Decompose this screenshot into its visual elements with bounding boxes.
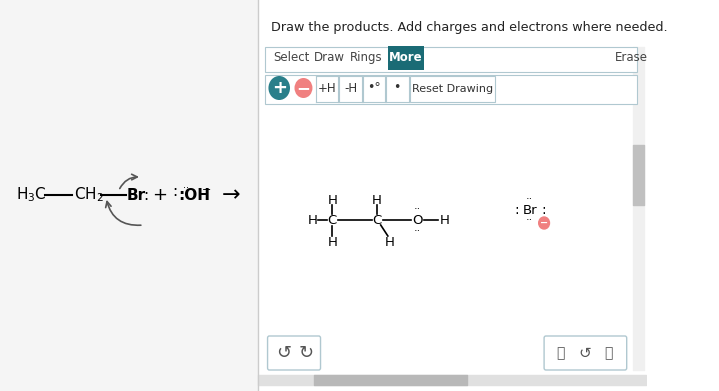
Text: ↺: ↺ bbox=[578, 346, 591, 361]
Text: Select: Select bbox=[274, 51, 310, 64]
Text: Reset Drawing: Reset Drawing bbox=[412, 84, 493, 94]
Circle shape bbox=[295, 78, 313, 98]
Text: C: C bbox=[372, 213, 382, 226]
Text: 🔍: 🔍 bbox=[605, 346, 613, 360]
Text: Erase: Erase bbox=[615, 51, 648, 64]
FancyBboxPatch shape bbox=[388, 46, 423, 70]
FancyBboxPatch shape bbox=[267, 336, 321, 370]
Text: More: More bbox=[389, 51, 423, 64]
Text: :: : bbox=[173, 183, 178, 199]
FancyBboxPatch shape bbox=[544, 336, 627, 370]
FancyBboxPatch shape bbox=[0, 0, 257, 391]
Text: +: + bbox=[272, 79, 287, 97]
Circle shape bbox=[539, 217, 549, 229]
Text: ··: ·· bbox=[526, 215, 533, 225]
Text: ↺: ↺ bbox=[276, 344, 291, 362]
Text: :OH: :OH bbox=[178, 188, 211, 203]
Text: Br: Br bbox=[523, 203, 537, 217]
Text: →: → bbox=[221, 185, 240, 205]
Text: ··: ·· bbox=[526, 194, 533, 204]
Text: •°: •° bbox=[367, 81, 381, 95]
Text: ↻: ↻ bbox=[298, 344, 313, 362]
Text: ··: ·· bbox=[414, 204, 421, 214]
FancyArrowPatch shape bbox=[120, 174, 137, 188]
Text: :: : bbox=[144, 188, 149, 203]
Text: Draw: Draw bbox=[314, 51, 345, 64]
Text: O: O bbox=[412, 213, 423, 226]
Text: ··: ·· bbox=[414, 226, 421, 236]
Text: Draw the products. Add charges and electrons where needed.: Draw the products. Add charges and elect… bbox=[271, 22, 668, 34]
Text: ··: ·· bbox=[183, 183, 189, 193]
Text: +: + bbox=[152, 186, 168, 204]
Text: H: H bbox=[327, 235, 337, 249]
Text: C: C bbox=[328, 213, 336, 226]
Text: CH$_2$: CH$_2$ bbox=[73, 186, 104, 204]
Circle shape bbox=[268, 76, 290, 100]
Text: −: − bbox=[202, 185, 211, 195]
Text: −: − bbox=[296, 79, 311, 97]
Text: H: H bbox=[372, 194, 382, 206]
Text: H: H bbox=[308, 213, 317, 226]
FancyBboxPatch shape bbox=[257, 0, 646, 391]
Text: 🔍: 🔍 bbox=[556, 346, 564, 360]
Text: •: • bbox=[393, 81, 401, 95]
Text: H: H bbox=[385, 235, 395, 249]
Text: H: H bbox=[327, 194, 337, 206]
FancyBboxPatch shape bbox=[411, 76, 495, 102]
Text: +H: +H bbox=[318, 81, 336, 95]
FancyArrowPatch shape bbox=[106, 201, 141, 225]
Text: ◄: ◄ bbox=[260, 375, 266, 384]
Text: −: − bbox=[540, 218, 548, 228]
FancyBboxPatch shape bbox=[265, 75, 638, 104]
Text: :: : bbox=[541, 203, 546, 217]
Text: H: H bbox=[439, 213, 449, 226]
FancyBboxPatch shape bbox=[265, 47, 638, 72]
Text: Rings: Rings bbox=[350, 51, 383, 64]
Text: Br: Br bbox=[127, 188, 146, 203]
Text: :: : bbox=[515, 203, 519, 217]
Text: -H: -H bbox=[344, 81, 357, 95]
Text: H$_3$C: H$_3$C bbox=[16, 186, 47, 204]
Text: ►: ► bbox=[638, 375, 644, 384]
